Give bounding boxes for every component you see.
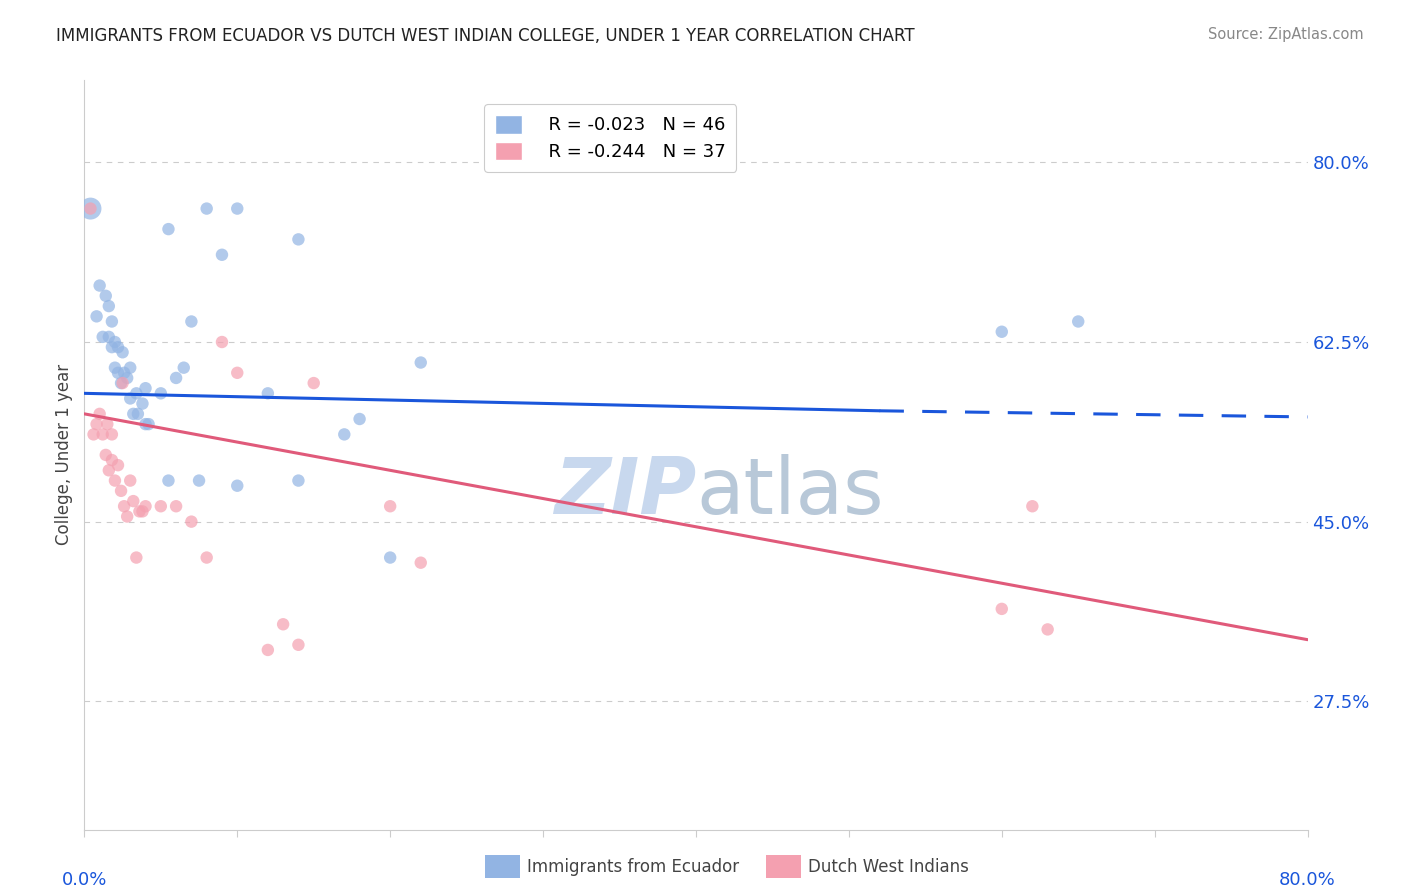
- Point: [195, 550, 218, 565]
- Point: [79, 202, 101, 216]
- Text: ZIP: ZIP: [554, 454, 696, 531]
- Point: [101, 340, 124, 354]
- Point: [94, 289, 117, 303]
- Point: [135, 381, 157, 395]
- Point: [104, 360, 127, 375]
- Point: [333, 427, 356, 442]
- Point: [380, 500, 402, 514]
- Point: [149, 500, 172, 514]
- Text: Source: ZipAtlas.com: Source: ZipAtlas.com: [1208, 27, 1364, 42]
- Point: [1067, 314, 1090, 328]
- Point: [1021, 500, 1043, 514]
- Point: [104, 334, 127, 349]
- Point: [127, 407, 149, 421]
- Text: Dutch West Indians: Dutch West Indians: [808, 858, 969, 876]
- Text: 0.0%: 0.0%: [62, 871, 107, 889]
- Point: [287, 638, 309, 652]
- Point: [125, 386, 148, 401]
- Point: [409, 556, 432, 570]
- Point: [409, 355, 432, 369]
- Text: 80.0%: 80.0%: [1279, 871, 1336, 889]
- Point: [112, 366, 135, 380]
- Point: [257, 386, 280, 401]
- Point: [112, 500, 135, 514]
- Point: [97, 330, 120, 344]
- Point: [188, 474, 211, 488]
- Point: [271, 617, 294, 632]
- Point: [380, 550, 402, 565]
- Point: [180, 314, 202, 328]
- Point: [79, 202, 101, 216]
- Point: [86, 417, 108, 431]
- Point: [89, 407, 111, 421]
- Point: [94, 448, 117, 462]
- Point: [991, 602, 1014, 616]
- Point: [149, 386, 172, 401]
- Point: [287, 232, 309, 246]
- Point: [97, 463, 120, 477]
- Text: atlas: atlas: [696, 454, 883, 531]
- Point: [122, 494, 145, 508]
- Point: [115, 509, 138, 524]
- Point: [107, 458, 129, 473]
- Point: [91, 330, 114, 344]
- Point: [226, 202, 249, 216]
- Point: [122, 407, 145, 421]
- Point: [101, 453, 124, 467]
- Point: [131, 396, 153, 410]
- Point: [211, 334, 233, 349]
- Point: [157, 222, 180, 236]
- Point: [131, 504, 153, 518]
- Point: [120, 360, 142, 375]
- Point: [110, 376, 132, 390]
- Point: [157, 474, 180, 488]
- Point: [226, 479, 249, 493]
- Point: [287, 474, 309, 488]
- Point: [165, 371, 187, 385]
- Point: [173, 360, 195, 375]
- Point: [101, 314, 124, 328]
- Point: [96, 417, 118, 431]
- Point: [180, 515, 202, 529]
- Point: [257, 643, 280, 657]
- Point: [111, 345, 134, 359]
- Point: [101, 427, 124, 442]
- Legend:   R = -0.023   N = 46,   R = -0.244   N = 37: R = -0.023 N = 46, R = -0.244 N = 37: [485, 104, 737, 172]
- Point: [138, 417, 160, 431]
- Point: [104, 474, 127, 488]
- Point: [165, 500, 187, 514]
- Point: [302, 376, 325, 390]
- Point: [125, 550, 148, 565]
- Y-axis label: College, Under 1 year: College, Under 1 year: [55, 364, 73, 546]
- Point: [135, 417, 157, 431]
- Point: [107, 366, 129, 380]
- Point: [991, 325, 1014, 339]
- Text: Immigrants from Ecuador: Immigrants from Ecuador: [527, 858, 740, 876]
- Point: [135, 500, 157, 514]
- Point: [226, 366, 249, 380]
- Point: [211, 248, 233, 262]
- Point: [195, 202, 218, 216]
- Point: [110, 483, 132, 498]
- Text: IMMIGRANTS FROM ECUADOR VS DUTCH WEST INDIAN COLLEGE, UNDER 1 YEAR CORRELATION C: IMMIGRANTS FROM ECUADOR VS DUTCH WEST IN…: [56, 27, 915, 45]
- Point: [1036, 623, 1059, 637]
- Point: [120, 474, 142, 488]
- Point: [91, 427, 114, 442]
- Point: [120, 392, 142, 406]
- Point: [115, 371, 138, 385]
- Point: [97, 299, 120, 313]
- Point: [86, 310, 108, 324]
- Point: [83, 427, 105, 442]
- Point: [107, 340, 129, 354]
- Point: [349, 412, 371, 426]
- Point: [111, 376, 134, 390]
- Point: [89, 278, 111, 293]
- Point: [128, 504, 150, 518]
